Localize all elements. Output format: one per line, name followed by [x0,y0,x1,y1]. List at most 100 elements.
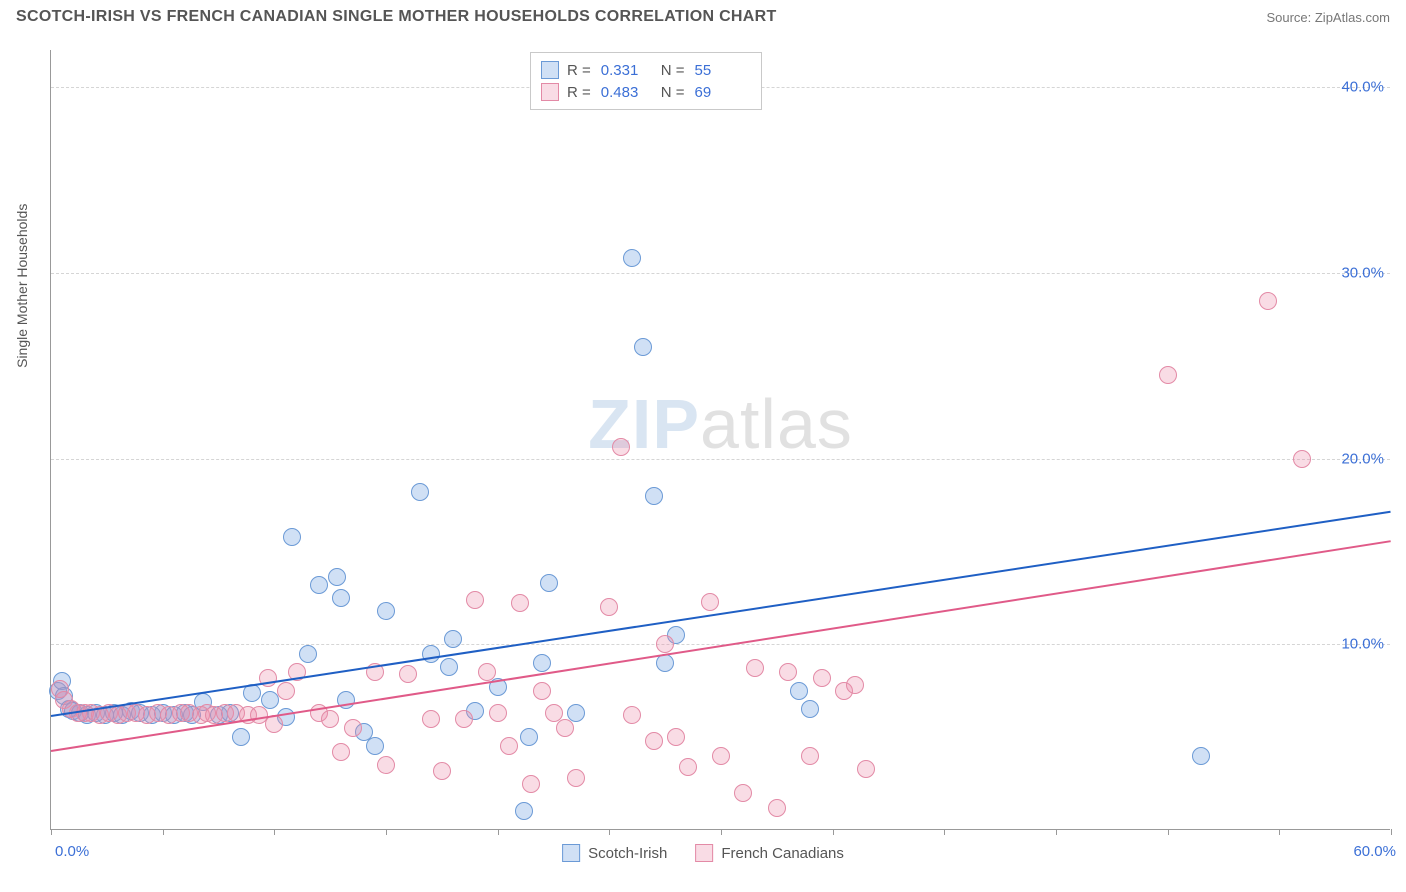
stat-row-french-canadians: R = 0.483 N = 69 [541,81,747,103]
watermark-atlas: atlas [700,385,853,463]
x-tick [721,829,722,835]
y-axis-title: Single Mother Households [14,204,30,368]
data-point [411,483,429,501]
x-tick [1391,829,1392,835]
data-point [533,682,551,700]
data-point [489,704,507,722]
plot-area: ZIPatlas 10.0%20.0%30.0%40.0% [50,50,1390,830]
data-point [328,568,346,586]
data-point [283,528,301,546]
n-label: N = [661,84,685,101]
data-point [310,576,328,594]
data-point [634,338,652,356]
x-axis-max-label: 60.0% [1353,843,1396,860]
data-point [623,249,641,267]
data-point [332,743,350,761]
n-value-scotch-irish: 55 [695,62,747,79]
x-tick [609,829,610,835]
source-label: Source: ZipAtlas.com [1266,10,1390,25]
data-point [422,710,440,728]
x-tick [386,829,387,835]
data-point [667,728,685,746]
data-point [645,732,663,750]
data-point [511,594,529,612]
swatch-scotch-irish [541,61,559,79]
data-point [433,762,451,780]
data-point [556,719,574,737]
x-tick [1168,829,1169,835]
data-point [277,682,295,700]
data-point [612,438,630,456]
data-point [366,737,384,755]
data-point [478,663,496,681]
x-tick [944,829,945,835]
data-point [712,747,730,765]
trend-line [51,540,1391,752]
data-point [679,758,697,776]
x-tick [163,829,164,835]
data-point [801,747,819,765]
swatch-french-canadians [541,83,559,101]
data-point [600,598,618,616]
data-point [515,802,533,820]
data-point [344,719,362,737]
data-point [440,658,458,676]
x-tick [274,829,275,835]
data-point [779,663,797,681]
data-point [377,756,395,774]
chart-container: Single Mother Households ZIPatlas 10.0%2… [0,30,1406,880]
data-point [540,574,558,592]
data-point [813,669,831,687]
data-point [746,659,764,677]
legend-item-scotch-irish: Scotch-Irish [562,844,667,862]
x-tick [51,829,52,835]
y-tick-label: 20.0% [1341,450,1384,467]
y-tick-label: 30.0% [1341,264,1384,281]
r-label: R = [567,84,591,101]
data-point [1159,366,1177,384]
legend-item-french-canadians: French Canadians [695,844,844,862]
data-point [455,710,473,728]
y-tick-label: 10.0% [1341,636,1384,653]
legend-label: Scotch-Irish [588,845,667,862]
x-tick [1056,829,1057,835]
data-point [567,769,585,787]
data-point [522,775,540,793]
data-point [520,728,538,746]
data-point [857,760,875,778]
data-point [533,654,551,672]
statistics-box: R = 0.331 N = 55 R = 0.483 N = 69 [530,52,762,110]
gridline [51,273,1390,274]
x-axis-min-label: 0.0% [55,843,89,860]
data-point [377,602,395,620]
data-point [500,737,518,755]
data-point [399,665,417,683]
data-point [1293,450,1311,468]
data-point [332,589,350,607]
n-value-french-canadians: 69 [695,84,747,101]
data-point [232,728,250,746]
r-value-scotch-irish: 0.331 [601,62,653,79]
data-point [768,799,786,817]
data-point [801,700,819,718]
data-point [1192,747,1210,765]
swatch-french-canadians [695,844,713,862]
data-point [645,487,663,505]
data-point [299,645,317,663]
data-point [444,630,462,648]
data-point [701,593,719,611]
r-value-french-canadians: 0.483 [601,84,653,101]
data-point [790,682,808,700]
y-tick-label: 40.0% [1341,79,1384,96]
data-point [846,676,864,694]
data-point [623,706,641,724]
x-tick [498,829,499,835]
x-tick [833,829,834,835]
trend-line [51,511,1391,717]
data-point [466,591,484,609]
n-label: N = [661,62,685,79]
legend: Scotch-Irish French Canadians [562,844,844,862]
legend-label: French Canadians [721,845,844,862]
data-point [321,710,339,728]
x-tick [1279,829,1280,835]
